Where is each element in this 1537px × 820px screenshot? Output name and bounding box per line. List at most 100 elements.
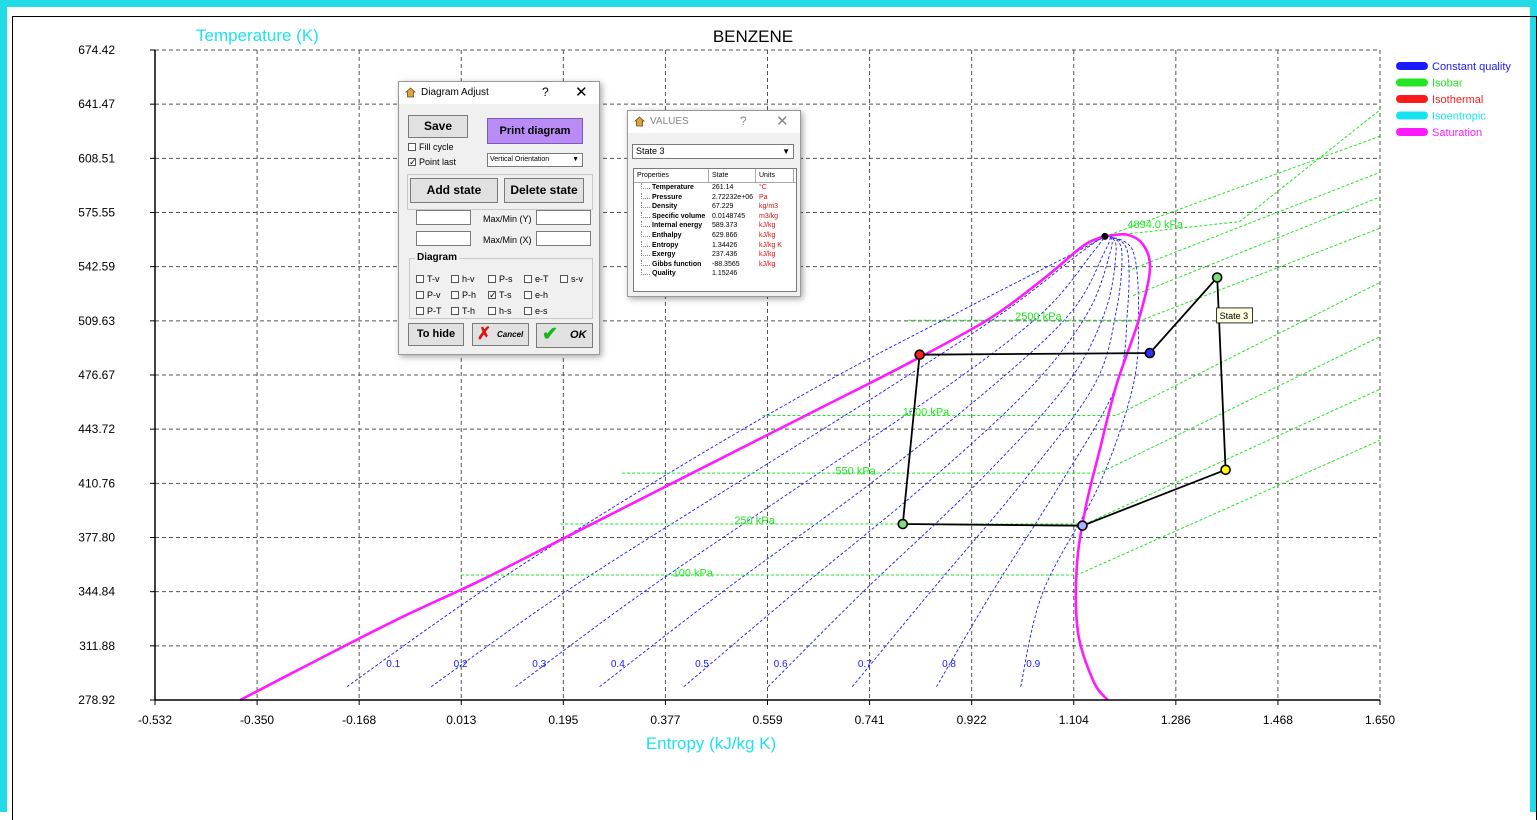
cancel-button[interactable]: ✗ Cancel xyxy=(472,323,529,346)
tree-connector xyxy=(641,231,650,237)
diagram-checkbox-h-v[interactable]: h-v xyxy=(451,274,475,284)
table-row[interactable]: Specific volume 0.0148745 m3/kg xyxy=(634,211,794,221)
y-tick-label: 377.80 xyxy=(78,531,115,545)
legend-swatch xyxy=(1396,78,1428,87)
table-row[interactable]: Exergy 237.436 kJ/kg xyxy=(634,250,794,259)
y-tick-label: 311.88 xyxy=(79,639,115,653)
save-button[interactable]: Save xyxy=(408,115,468,138)
y-tick-label: 410.76 xyxy=(78,476,115,490)
diagram-checkbox-e-s[interactable]: e-s xyxy=(524,306,548,316)
chevron-down-icon: ▼ xyxy=(782,147,790,156)
header-units[interactable]: Units xyxy=(759,172,775,179)
saturation-line xyxy=(239,232,1152,702)
table-row[interactable]: Quality 1.15246 xyxy=(634,269,794,278)
diagram-checkbox-t-h[interactable]: T-h xyxy=(451,306,475,316)
ok-button[interactable]: ✔ OK xyxy=(536,323,593,348)
delete-state-button[interactable]: Delete state xyxy=(504,178,584,203)
checkbox-box[interactable] xyxy=(416,307,424,315)
print-diagram-button[interactable]: Print diagram xyxy=(487,118,583,144)
isobar-line xyxy=(560,388,1381,525)
legend-label: Constant quality xyxy=(1432,61,1511,73)
table-row[interactable]: Enthalpy 629.866 kJ/kg xyxy=(634,231,794,240)
orientation-select[interactable]: Vertical Orientation ▼ xyxy=(487,153,583,167)
checkbox-box[interactable] xyxy=(488,275,496,283)
close-icon[interactable]: ✕ xyxy=(575,84,588,101)
checkbox-box[interactable] xyxy=(451,291,459,299)
min-y-input[interactable] xyxy=(536,210,591,225)
checkbox-box[interactable] xyxy=(524,307,532,315)
isobar-label: 2500 kPa xyxy=(1015,311,1062,323)
property-unit: Pa xyxy=(759,193,768,201)
table-row[interactable]: Density 67.229 kg/m3 xyxy=(634,202,794,211)
quality-lines: 0.1 0.2 0.3 0.4 0.5 0.6 0.7 0.8 0.9 xyxy=(346,235,1140,688)
header-properties[interactable]: Properties xyxy=(637,172,669,179)
quality-label: 0.7 xyxy=(858,659,872,670)
checkbox-box[interactable] xyxy=(560,275,568,283)
tree-connector xyxy=(641,183,650,189)
checkbox-box[interactable] xyxy=(524,291,532,299)
isobar-line xyxy=(461,439,1381,576)
diagram-checkbox-e-t[interactable]: e-T xyxy=(524,274,549,284)
property-name: Specific volume xyxy=(652,212,706,220)
max-x-input[interactable] xyxy=(416,231,471,246)
quality-line xyxy=(599,236,1111,688)
legend-label: Saturation xyxy=(1432,127,1482,139)
diagram-adjust-window: Diagram Adjust ? ✕ Save Print diagram Fi… xyxy=(398,81,600,355)
property-name: Pressure xyxy=(652,193,682,201)
add-state-button[interactable]: Add state xyxy=(410,178,498,203)
header-state[interactable]: State xyxy=(712,172,729,179)
table-row[interactable]: Temperature 261.14 °C xyxy=(634,183,794,192)
tree-connector xyxy=(641,269,650,276)
point-last-checkbox[interactable]: ✓ Point last xyxy=(408,157,456,167)
close-icon[interactable]: ✕ xyxy=(776,113,789,130)
help-icon[interactable]: ? xyxy=(542,85,549,99)
diagram-adjust-titlebar[interactable]: Diagram Adjust ? ✕ xyxy=(399,82,599,104)
x-tick-label: 0.559 xyxy=(752,713,782,727)
fill-cycle-checkbox[interactable]: Fill cycle xyxy=(408,142,454,152)
diagram-checkbox-h-s[interactable]: h-s xyxy=(488,306,512,316)
diagram-checkbox-t-s[interactable]: ✓ T-s xyxy=(488,290,512,300)
help-icon[interactable]: ? xyxy=(740,114,747,128)
diagram-group-label: Diagram xyxy=(415,252,460,263)
checkbox-box[interactable] xyxy=(416,291,424,299)
diagram-checkbox-p-t[interactable]: P-T xyxy=(416,306,442,316)
diagram-checkbox-p-h[interactable]: P-h xyxy=(451,290,476,300)
point-last-box[interactable]: ✓ xyxy=(408,157,417,167)
y-tick-label: 674.42 xyxy=(78,43,115,57)
state-select[interactable]: State 3 ▼ xyxy=(632,144,794,159)
header-divider xyxy=(708,169,709,182)
to-hide-button[interactable]: To hide xyxy=(408,323,464,346)
values-titlebar[interactable]: VALUES ? ✕ xyxy=(628,111,800,133)
fill-cycle-box[interactable] xyxy=(408,143,416,151)
checkbox-box[interactable] xyxy=(451,307,459,315)
table-row[interactable]: Entropy 1.34426 kJ/kg K xyxy=(634,240,794,250)
diagram-checkbox-p-s[interactable]: P-s xyxy=(488,274,513,284)
checkbox-box[interactable] xyxy=(524,275,532,283)
quality-label: 0.5 xyxy=(695,659,709,670)
cancel-label: Cancel xyxy=(497,330,524,339)
table-row[interactable]: Internal energy 589.373 kJ/kg xyxy=(634,221,794,230)
checkbox-label: P-h xyxy=(462,290,477,300)
min-x-input[interactable] xyxy=(536,231,591,246)
property-value: 2.72232e+06 xyxy=(712,193,754,201)
diagram-checkbox-p-v[interactable]: P-v xyxy=(416,290,441,300)
checkbox-box[interactable] xyxy=(451,275,459,283)
table-row[interactable]: Gibbs function -88.3565 kJ/kg xyxy=(634,259,794,269)
property-value: 261.14 xyxy=(712,184,734,191)
diagram-adjust-title: Diagram Adjust xyxy=(421,87,489,98)
isobar-line xyxy=(1127,171,1381,272)
table-row[interactable]: Pressure 2.72232e+06 Pa xyxy=(634,192,794,202)
checkbox-label: P-v xyxy=(427,290,441,300)
diagram-checkbox-t-v[interactable]: T-v xyxy=(416,274,440,284)
max-y-input[interactable] xyxy=(416,210,471,225)
diagram-checkbox-e-h[interactable]: e-h xyxy=(524,290,548,300)
x-tick-label: 0.741 xyxy=(855,713,885,727)
checkbox-box[interactable]: ✓ xyxy=(488,290,497,300)
diagram-checkbox-s-v[interactable]: s-v xyxy=(560,274,583,284)
checkbox-box[interactable] xyxy=(416,275,424,283)
x-tick-label: 0.922 xyxy=(957,713,987,727)
checkbox-box[interactable] xyxy=(488,307,496,315)
y-tick-label: 476.67 xyxy=(78,368,115,382)
check-icon: ✔ xyxy=(542,324,558,345)
